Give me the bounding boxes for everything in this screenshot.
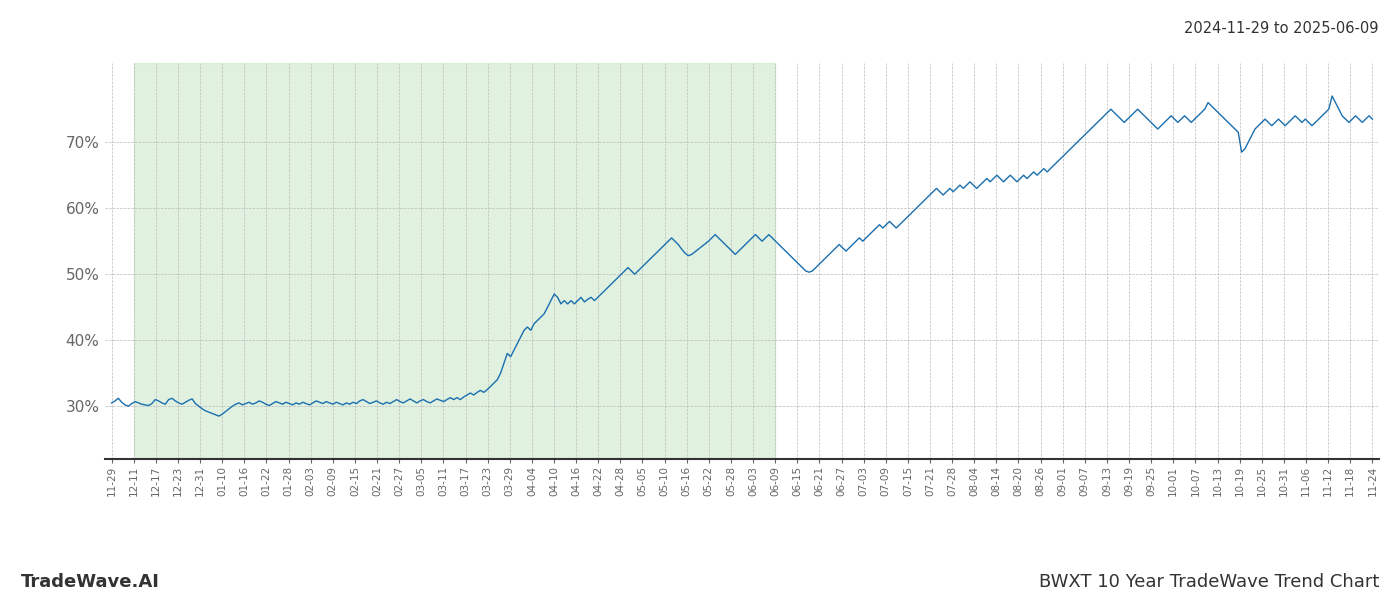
Text: TradeWave.AI: TradeWave.AI [21,573,160,591]
Bar [134,63,776,459]
Text: 2024-11-29 to 2025-06-09: 2024-11-29 to 2025-06-09 [1184,21,1379,36]
Text: BWXT 10 Year TradeWave Trend Chart: BWXT 10 Year TradeWave Trend Chart [1039,573,1379,591]
